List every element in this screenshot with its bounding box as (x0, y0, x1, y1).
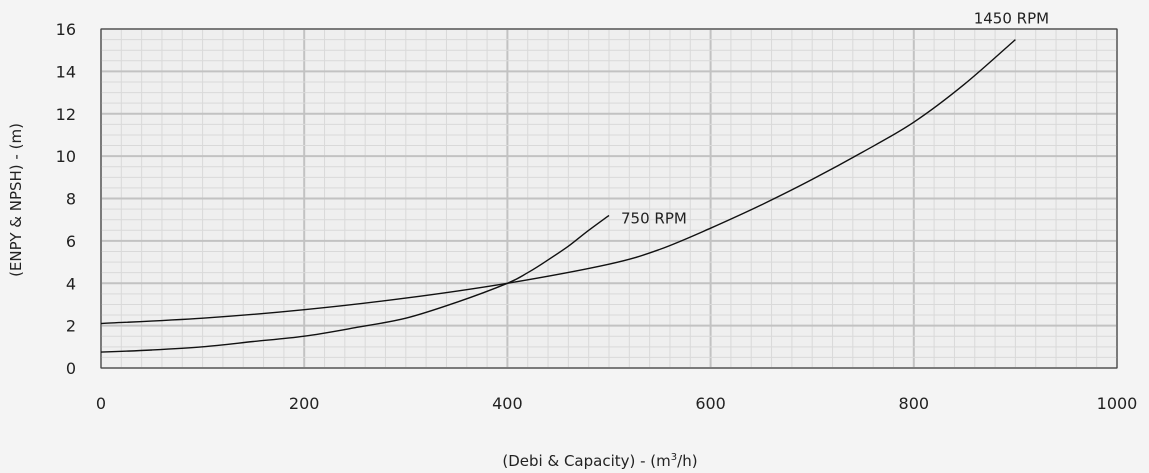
x-tick-label: 400 (492, 394, 523, 413)
y-tick-label: 2 (66, 317, 76, 336)
y-tick-label: 14 (56, 62, 76, 81)
series-label-750-rpm: 750 RPM (621, 209, 687, 227)
series-label-1450-rpm: 1450 RPM (974, 10, 1049, 28)
series-line-750-rpm (100, 214, 610, 353)
plot-frame (100, 28, 1118, 369)
x-axis-label: (Debi & Capacity) - (m3/h) (502, 452, 697, 470)
y-tick-label: 6 (66, 232, 76, 251)
x-tick-label: 200 (289, 394, 320, 413)
x-tick-label: 800 (899, 394, 930, 413)
y-axis-label: (ENPY & NPSH) - (m) (7, 123, 25, 277)
y-tick-label: 16 (56, 20, 76, 39)
series-line-1450-rpm (100, 39, 1016, 325)
grid (100, 28, 1118, 369)
y-tick-label: 12 (56, 105, 76, 124)
y-tick-label: 4 (66, 274, 76, 293)
x-tick-label: 600 (695, 394, 726, 413)
y-tick-label: 8 (66, 190, 76, 209)
series-lines (100, 39, 1016, 353)
x-tick-label: 1000 (1097, 394, 1138, 413)
tick-labels: 0 200 400 600 800 1000 0 2 4 6 8 10 12 14 16 (56, 20, 1138, 413)
series-labels: 750 RPM 1450 RPM (621, 10, 1049, 228)
y-tick-label: 0 (66, 359, 76, 378)
y-tick-label: 10 (56, 147, 76, 166)
x-tick-label: 0 (96, 394, 106, 413)
